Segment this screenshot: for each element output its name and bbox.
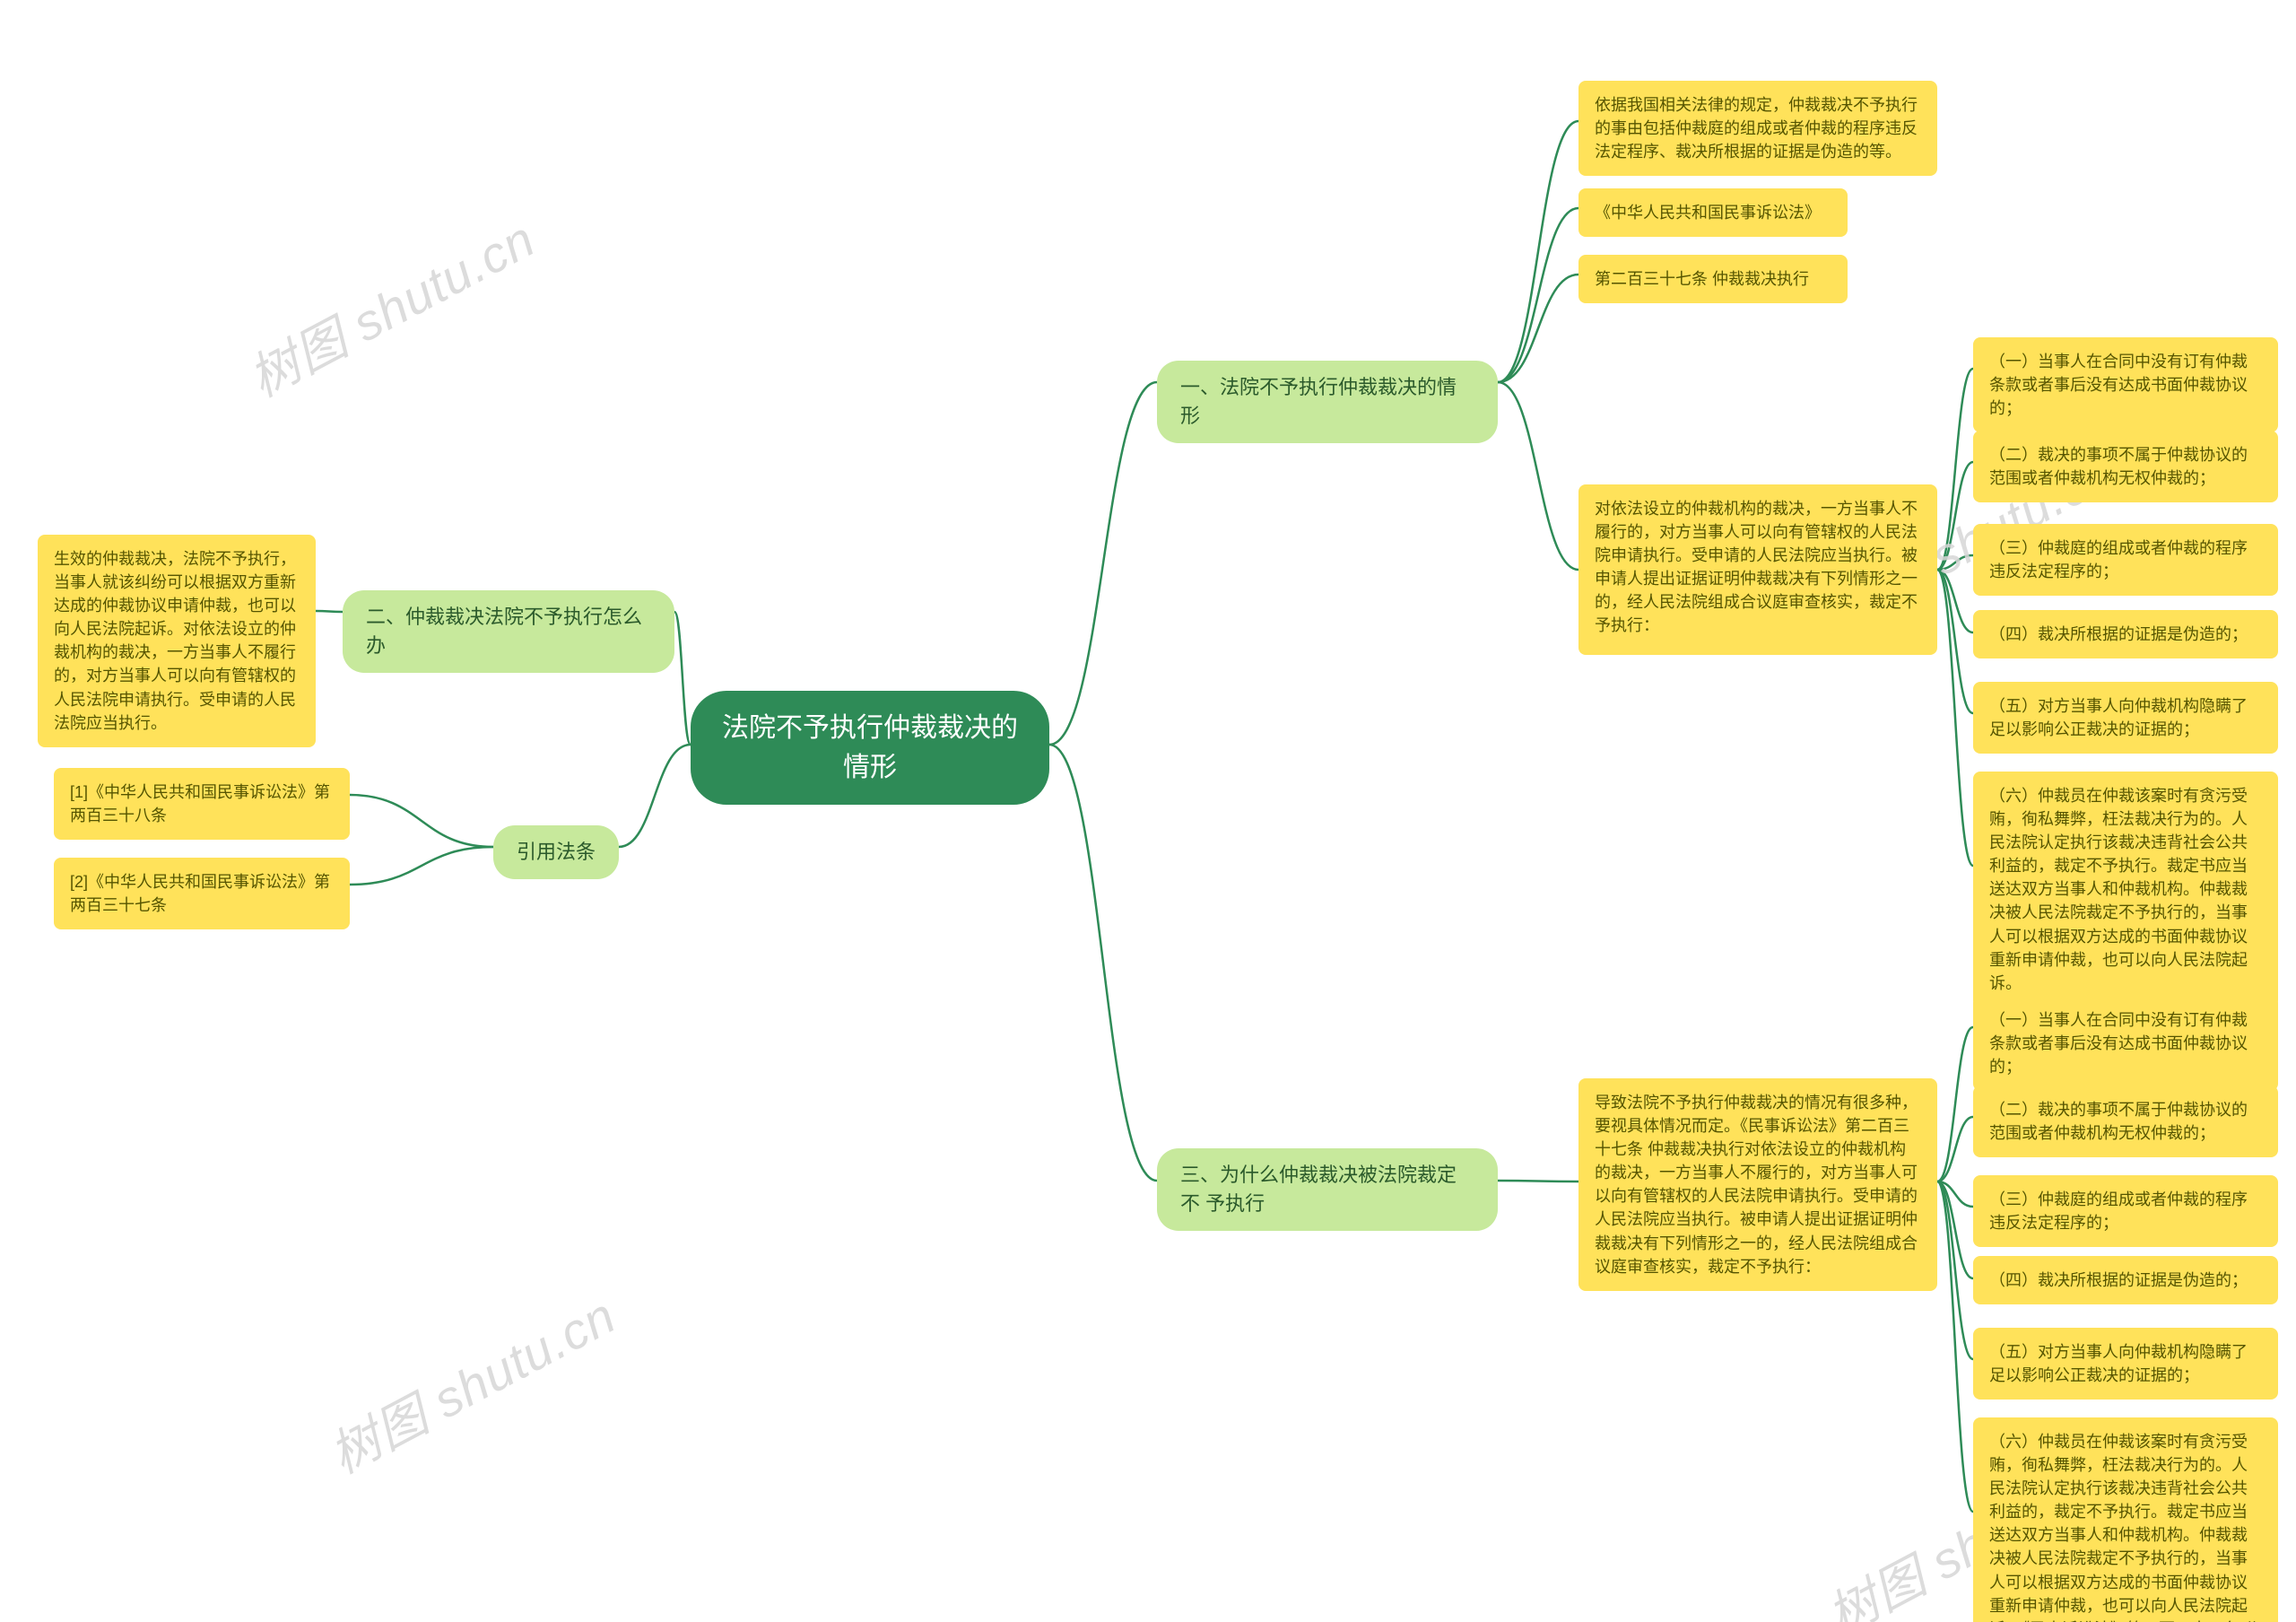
root-node: 法院不予执行仲裁裁决的 情形 bbox=[691, 691, 1049, 805]
mindmap-canvas: { "colors": { "root_bg": "#2e8b57", "roo… bbox=[0, 0, 2296, 1622]
leaf-node: （四）裁决所根据的证据是伪造的； bbox=[1973, 1256, 2278, 1304]
leaf-node: 第二百三十七条 仲裁裁决执行 bbox=[1578, 255, 1848, 303]
leaf-node: （五）对方当事人向仲裁机构隐瞒了足以影响公正裁决的证据的； bbox=[1973, 1328, 2278, 1400]
branch-node: 一、法院不予执行仲裁裁决的情形 bbox=[1157, 361, 1498, 443]
branch-node: 二、仲裁裁决法院不予执行怎么办 bbox=[343, 590, 674, 673]
watermark-3: 树图 shutu.cn bbox=[315, 1277, 626, 1488]
leaf-node: （一）当事人在合同中没有订有仲裁条款或者事后没有达成书面仲裁协议的； bbox=[1973, 996, 2278, 1091]
leaf-node: （四）裁决所根据的证据是伪造的； bbox=[1973, 610, 2278, 658]
watermark-1: 树图 shutu.cn bbox=[234, 200, 545, 412]
leaf-node: （二）裁决的事项不属于仲裁协议的范围或者仲裁机构无权仲裁的； bbox=[1973, 1086, 2278, 1157]
leaf-node: （三）仲裁庭的组成或者仲裁的程序违反法定程序的； bbox=[1973, 524, 2278, 596]
leaf-node: （三）仲裁庭的组成或者仲裁的程序违反法定程序的； bbox=[1973, 1175, 2278, 1247]
leaf-node: 《中华人民共和国民事诉讼法》 bbox=[1578, 188, 1848, 237]
branch-node: 引用法条 bbox=[493, 825, 619, 879]
leaf-node: 生效的仲裁裁决，法院不予执行，当事人就该纠纷可以根据双方重新达成的仲裁协议申请仲… bbox=[38, 535, 316, 747]
leaf-node: 对依法设立的仲裁机构的裁决，一方当事人不履行的，对方当事人可以向有管辖权的人民法… bbox=[1578, 484, 1937, 655]
leaf-node: （六）仲裁员在仲裁该案时有贪污受贿，徇私舞弊，枉法裁决行为的。人民法院认定执行该… bbox=[1973, 1417, 2278, 1622]
leaf-node: 导致法院不予执行仲裁裁决的情况有很多种，要视具体情况而定。《民事诉讼法》第二百三… bbox=[1578, 1078, 1937, 1291]
leaf-node: （五）对方当事人向仲裁机构隐瞒了足以影响公正裁决的证据的； bbox=[1973, 682, 2278, 754]
leaf-node: [1]《中华人民共和国民事诉讼法》第两百三十八条 bbox=[54, 768, 350, 840]
leaf-node: 依据我国相关法律的规定，仲裁裁决不予执行的事由包括仲裁庭的组成或者仲裁的程序违反… bbox=[1578, 81, 1937, 176]
leaf-node: （六）仲裁员在仲裁该案时有贪污受贿，徇私舞弊，枉法裁决行为的。人民法院认定执行该… bbox=[1973, 772, 2278, 1007]
branch-node: 三、为什么仲裁裁决被法院裁定不 予执行 bbox=[1157, 1148, 1498, 1231]
leaf-node: （二）裁决的事项不属于仲裁协议的范围或者仲裁机构无权仲裁的； bbox=[1973, 431, 2278, 502]
leaf-node: （一）当事人在合同中没有订有仲裁条款或者事后没有达成书面仲裁协议的； bbox=[1973, 337, 2278, 432]
leaf-node: [2]《中华人民共和国民事诉讼法》第两百三十七条 bbox=[54, 858, 350, 929]
